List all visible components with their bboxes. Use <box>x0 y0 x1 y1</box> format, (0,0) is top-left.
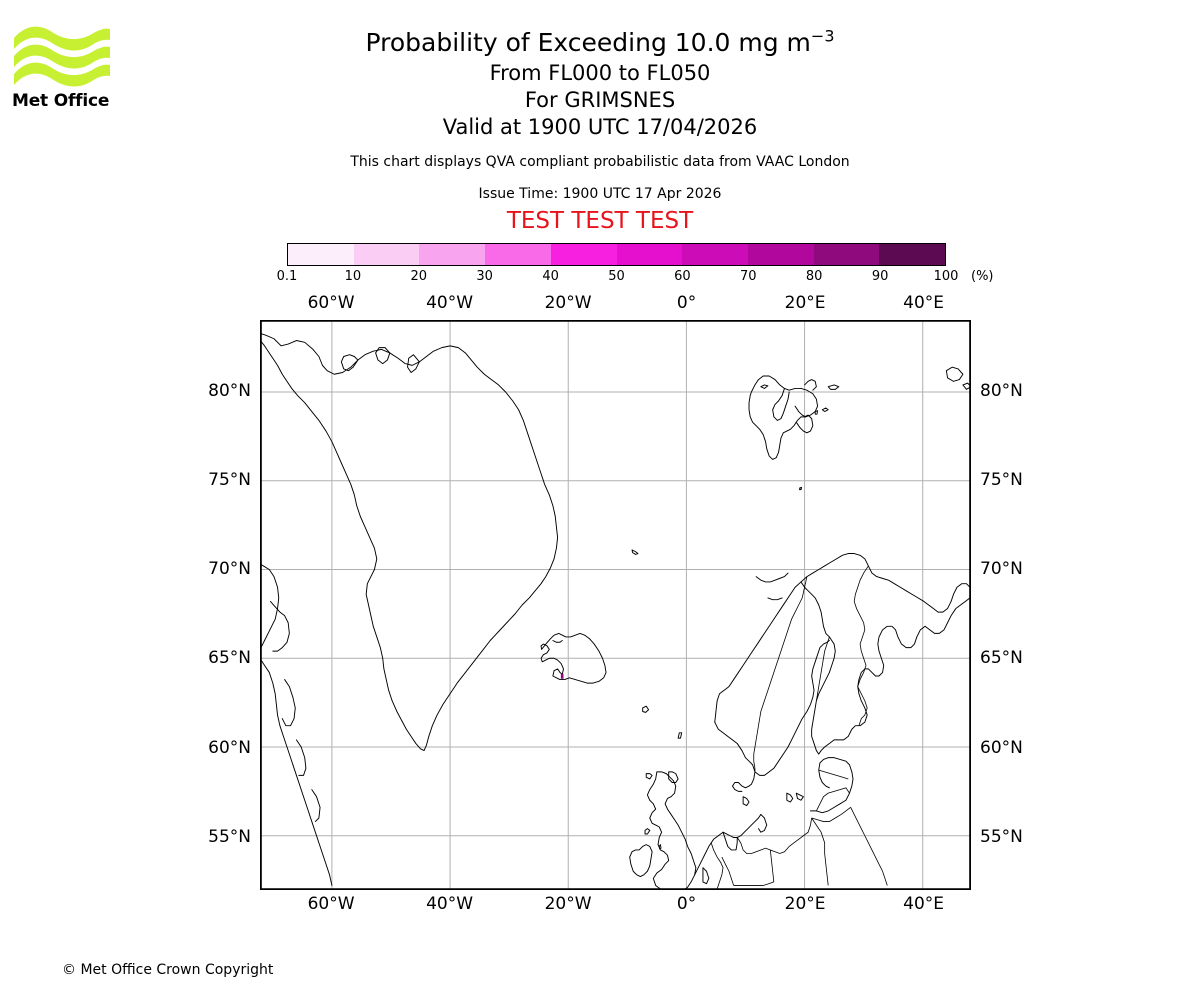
lat-tick-left-65°N: 65°N <box>208 648 251 669</box>
colorbar-band-3 <box>485 244 551 265</box>
chart-header: Probability of Exceeding 10.0 mg m−3 Fro… <box>0 0 1200 235</box>
scandinavia-coastline <box>715 554 970 838</box>
colorbar-band-1 <box>353 244 420 265</box>
lon-tick-top-60°W: 60°W <box>307 293 355 313</box>
met-office-wave-mark <box>14 26 110 87</box>
colorbar-band-8 <box>813 244 880 265</box>
page-title-text: Probability of Exceeding 10.0 mg m <box>365 28 811 57</box>
qva-note: This chart displays QVA compliant probab… <box>350 154 850 170</box>
lat-tick-right-70°N: 70°N <box>980 559 1023 580</box>
colorbar-gradient <box>287 243 946 266</box>
latitude-gridlines <box>261 392 970 836</box>
colorbar-band-7 <box>747 244 814 265</box>
lat-tick-right-55°N: 55°N <box>980 826 1023 847</box>
issue-time: Issue Time: 1900 UTC 17 Apr 2026 <box>478 186 722 202</box>
colorbar-tick-40: 40 <box>542 269 559 284</box>
colorbar-band-5 <box>616 244 683 265</box>
longitude-gridlines <box>332 321 923 889</box>
lon-tick-bottom-60°W: 60°W <box>307 894 355 914</box>
lat-tick-left-80°N: 80°N <box>208 381 251 402</box>
iceland-coastline <box>541 633 606 683</box>
lat-tick-left-55°N: 55°N <box>208 826 251 847</box>
british-isles-coastline <box>630 733 696 889</box>
page-title-superscript: −3 <box>810 26 835 46</box>
colorbar-tick-0.1: 0.1 <box>276 269 298 284</box>
jan-mayen-coastline <box>632 550 638 554</box>
lat-tick-left-75°N: 75°N <box>208 470 251 491</box>
lat-tick-left-70°N: 70°N <box>208 559 251 580</box>
lon-tick-bottom-40°W: 40°W <box>426 894 474 914</box>
colorbar-tick-50: 50 <box>608 269 625 284</box>
met-office-logo-text: Met Office <box>12 91 110 111</box>
colorbar-tick-30: 30 <box>476 269 493 284</box>
colorbar-band-2 <box>419 244 486 265</box>
colorbar-tick-60: 60 <box>674 269 691 284</box>
lon-tick-top-20°W: 20°W <box>544 293 592 313</box>
colorbar-tick-20: 20 <box>410 269 428 284</box>
colorbar-band-4 <box>550 244 617 265</box>
lon-tick-bottom-20°E: 20°E <box>784 894 826 914</box>
map-svg <box>261 321 970 889</box>
lat-tick-left-60°N: 60°N <box>208 737 251 758</box>
colorbar-tick-80: 80 <box>805 269 823 284</box>
copyright-notice: © Met Office Crown Copyright <box>62 962 274 978</box>
greenland-coastline <box>261 332 558 751</box>
lat-tick-right-60°N: 60°N <box>980 737 1023 758</box>
lon-tick-top-40°E: 40°E <box>903 293 945 313</box>
colorbar-band-0 <box>288 244 354 265</box>
title-volcano: For GRIMSNES <box>524 88 676 112</box>
colorbar-tick-90: 90 <box>871 269 889 284</box>
title-flight-levels: From FL000 to FL050 <box>489 61 711 85</box>
lon-tick-top-40°W: 40°W <box>426 293 474 313</box>
test-banner: TEST TEST TEST <box>506 208 694 234</box>
lon-tick-top-0°: 0° <box>676 293 697 313</box>
svalbard-coastline <box>749 376 839 490</box>
colorbar-tick-70: 70 <box>740 269 757 284</box>
title-valid-time: Valid at 1900 UTC 17/04/2026 <box>442 115 758 139</box>
lon-tick-bottom-0°: 0° <box>676 894 697 914</box>
colorbar-tick-100: 100 <box>933 269 959 284</box>
faroe-islands-coastline <box>643 706 649 712</box>
baltic-russia-borders <box>737 566 887 885</box>
map-plot-area[interactable] <box>260 320 971 890</box>
map-frame-border <box>261 321 970 889</box>
lon-tick-top-20°E: 20°E <box>784 293 826 313</box>
page-title: Probability of Exceeding 10.0 mg m−3 <box>0 26 1200 60</box>
probability-colorbar <box>287 243 946 266</box>
lat-tick-right-75°N: 75°N <box>980 470 1023 491</box>
colorbar-tick-labels: 0.1 10 20 30 40 50 60 70 80 90 100 <box>277 268 959 288</box>
grimsnes-source-marker <box>560 673 564 679</box>
lon-tick-bottom-20°W: 20°W <box>544 894 592 914</box>
colorbar-unit-label: (%) <box>971 269 994 284</box>
continental-europe-coastline <box>695 832 774 889</box>
arctic-islands-coastline <box>946 367 970 389</box>
colorbar-band-9 <box>879 244 946 265</box>
lon-tick-bottom-40°E: 40°E <box>903 894 945 914</box>
lat-tick-right-80°N: 80°N <box>980 381 1023 402</box>
colorbar-band-6 <box>682 244 748 265</box>
lat-tick-right-65°N: 65°N <box>980 648 1023 669</box>
canadian-arctic-coastline <box>261 562 332 885</box>
colorbar-tick-10: 10 <box>344 269 362 284</box>
met-office-logo: Met Office <box>12 22 112 114</box>
